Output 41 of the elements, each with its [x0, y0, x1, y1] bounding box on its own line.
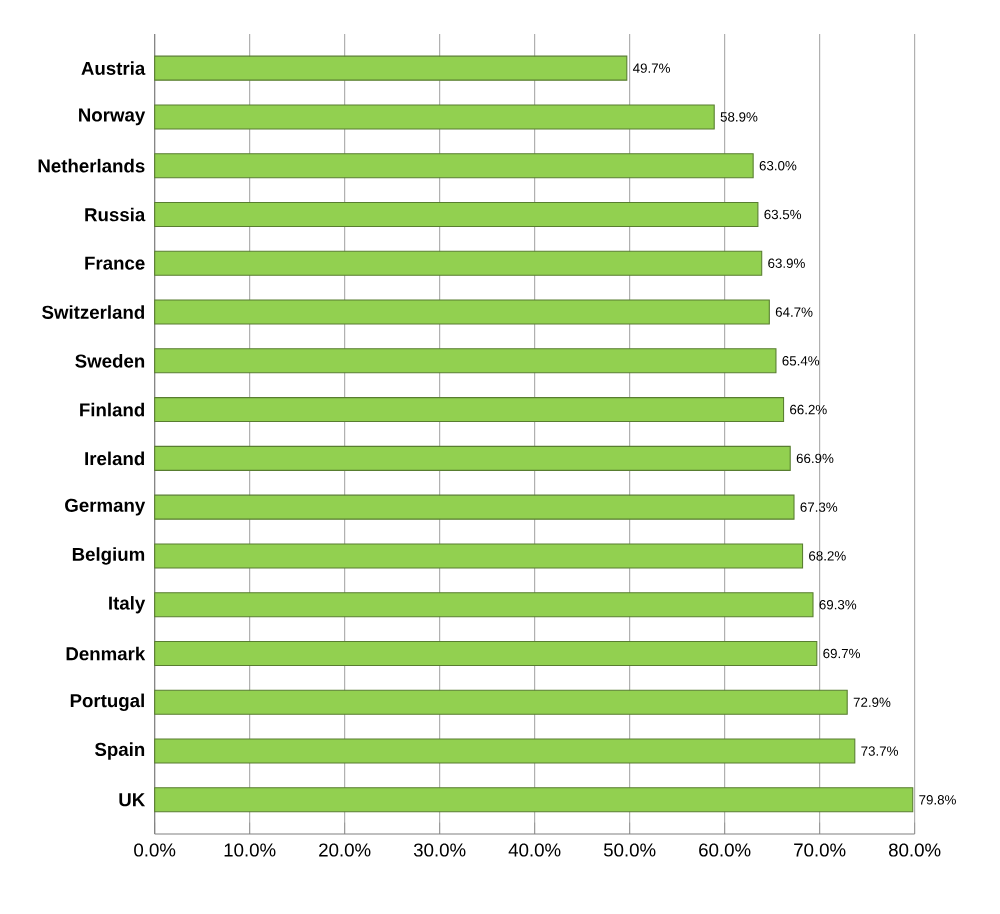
- y-tick-label: Switzerland: [42, 305, 145, 319]
- y-tick-label: Sweden: [75, 353, 145, 368]
- bar: [154, 55, 628, 81]
- x-tick-label: 70.0%: [794, 843, 846, 857]
- bar: [154, 787, 914, 813]
- y-tick-label: UK: [119, 793, 146, 807]
- bar: [154, 640, 818, 667]
- x-tick-label: 30.0%: [413, 843, 466, 857]
- y-tick-label: Portugal: [70, 693, 144, 712]
- x-tick-label: 0.0%: [134, 843, 176, 857]
- x-tick-label: 60.0%: [699, 843, 751, 857]
- bar: [154, 543, 804, 569]
- x-tick-label: 10.0%: [224, 843, 276, 857]
- y-tick-label: Austria: [81, 61, 146, 75]
- y-tick-label: Spain: [94, 742, 145, 760]
- bar: [154, 201, 759, 228]
- y-tick-label: Germany: [65, 498, 146, 516]
- bar: [154, 689, 848, 715]
- y-tick-label: Norway: [79, 108, 146, 126]
- bar: [154, 250, 763, 276]
- bar: [154, 397, 785, 423]
- y-tick-label: Finland: [80, 402, 145, 417]
- y-tick-label: Italy: [109, 596, 146, 614]
- x-tick-label: 20.0%: [319, 843, 371, 857]
- x-tick-label: 50.0%: [603, 843, 656, 857]
- y-tick-label: Denmark: [66, 646, 146, 661]
- y-tick-label: Netherlands: [38, 158, 145, 173]
- bar: [154, 494, 795, 520]
- y-tick-label: France: [85, 256, 145, 270]
- y-tick-label: Russia: [85, 207, 146, 222]
- bar: [154, 153, 754, 179]
- bar: [154, 445, 791, 471]
- bar: [154, 299, 770, 325]
- y-tick-label: Ireland: [85, 451, 145, 466]
- x-tick-label: 40.0%: [508, 843, 561, 857]
- y-tick-label: Belgium: [72, 547, 145, 565]
- bar: [154, 104, 715, 130]
- bar: [154, 738, 856, 764]
- x-tick-label: 80.0%: [888, 843, 941, 857]
- bar: [154, 348, 777, 374]
- bar: [154, 592, 814, 618]
